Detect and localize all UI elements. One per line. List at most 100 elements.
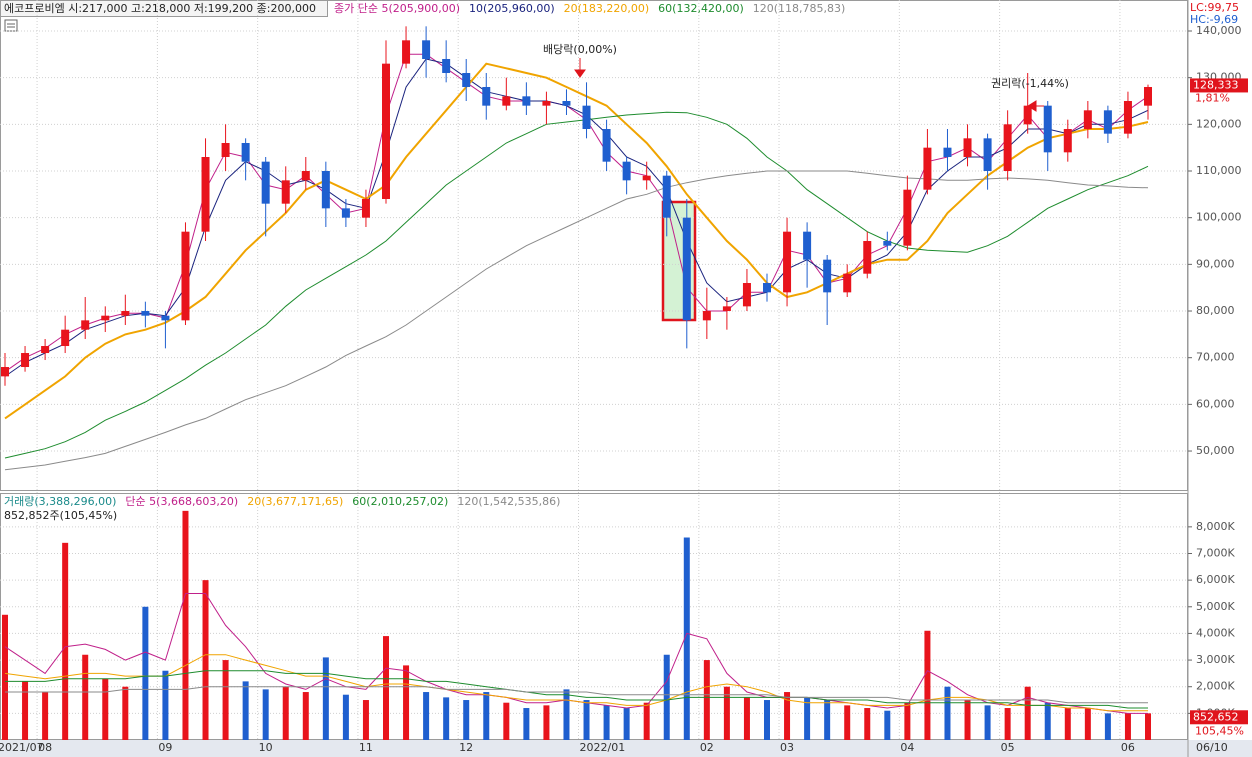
volume-bar (423, 692, 430, 740)
y-tick-label: 70,000 (1196, 351, 1235, 364)
moving-average-line (4, 111, 1149, 459)
candle-body (382, 63, 390, 200)
annotation: 권리락(-1,44%) (991, 77, 1069, 90)
candle-body (241, 143, 250, 162)
candle-body (522, 96, 531, 106)
candle-body (562, 100, 571, 106)
candle-body (21, 353, 30, 368)
hc-label: HC:-9,69 (1190, 13, 1238, 26)
volume-bar (443, 697, 450, 740)
volume-bar (884, 710, 891, 740)
volume-summary: 852,852주(105,45%) (4, 509, 117, 522)
last-volume-box (1190, 710, 1248, 725)
candle-body (923, 147, 932, 190)
candle-body (361, 199, 370, 218)
volume-bar (342, 694, 349, 740)
volume-bar (242, 681, 249, 740)
candle-body (602, 128, 611, 162)
volume-bar (22, 681, 29, 740)
volume-bar (984, 705, 991, 740)
y-tick-label: 5,000K (1196, 600, 1235, 613)
x-tick-label: 05 (1001, 741, 1015, 754)
volume-bar (222, 660, 229, 740)
volume-bar (282, 686, 289, 740)
volume-bar (723, 686, 730, 740)
y-tick-label: 4,000K (1196, 626, 1235, 639)
moving-average-line (4, 53, 1149, 373)
volume-bar (383, 636, 389, 740)
candle-body (803, 231, 812, 260)
menu-icon[interactable] (4, 19, 18, 32)
volume-bar (844, 705, 851, 740)
candle-body (1063, 128, 1072, 153)
volume-bar (122, 686, 129, 740)
candle-body (963, 138, 972, 158)
volume-bar (463, 700, 470, 740)
volume-average-line (5, 670, 1148, 709)
volume-bar (483, 692, 490, 740)
volume-bar (102, 678, 109, 740)
candle-body (221, 143, 230, 158)
legend-entry: 단순 5(3,668,603,20) (125, 495, 238, 508)
candle-body (783, 231, 792, 293)
candle-body (281, 180, 290, 204)
volume-bar (904, 702, 911, 740)
candle-body (261, 161, 270, 204)
x-tick-label: 09 (158, 741, 172, 754)
y-tick-label: 110,000 (1196, 164, 1242, 177)
y-tick-label: 50,000 (1196, 444, 1235, 457)
volume-bar (1084, 708, 1091, 740)
volume-bar (302, 692, 309, 740)
volume-bar (1004, 708, 1011, 740)
last-price-change: 1,81% (1195, 91, 1230, 104)
x-tick-label: 06 (1121, 741, 1135, 754)
candle-body (983, 138, 992, 172)
y-tick-label: 6,000K (1196, 573, 1235, 586)
x-tick-label: 04 (900, 741, 914, 754)
legend-entry: 20(183,220,00) (564, 2, 650, 15)
candle-body (742, 283, 751, 307)
lc-label: LC:99,75 (1190, 1, 1239, 14)
candle-body (121, 311, 130, 316)
volume-bar (2, 614, 8, 740)
candle-body (422, 40, 431, 59)
legend-entry: 120(1,542,535,86) (457, 495, 560, 508)
volume-bar (663, 654, 670, 740)
candle-body (1083, 110, 1092, 129)
candle-body (582, 105, 591, 129)
y-tick-label: 7,000K (1196, 546, 1235, 559)
candle-body (502, 96, 511, 106)
moving-average-line (4, 170, 1149, 471)
volume-bar (924, 630, 931, 740)
candle-body (622, 161, 631, 181)
volume-average-line (4, 654, 1148, 712)
y-tick-label: 120,000 (1196, 117, 1242, 130)
candle-body (482, 86, 491, 106)
legend-entry: 거래량(3,388,296,00) (4, 495, 116, 508)
y-tick-label: 2,000K (1196, 680, 1235, 693)
candle-body (943, 147, 952, 158)
volume-bar (804, 697, 811, 740)
y-tick-label: 80,000 (1196, 304, 1235, 317)
candle-body (1123, 100, 1132, 134)
legend-entry: 20(3,677,171,65) (247, 495, 343, 508)
volume-bar (864, 708, 871, 740)
candle-body (823, 259, 832, 293)
volume-average-line (5, 686, 1148, 704)
volume-bar (1104, 713, 1111, 740)
candle-body (141, 311, 150, 316)
candle-body (1003, 124, 1012, 172)
title-box (0, 0, 328, 17)
last-price-box (1190, 78, 1248, 93)
candle-body (1144, 86, 1152, 106)
candle-body (161, 315, 170, 321)
candle-body (402, 40, 411, 64)
x-tick-label: 11 (359, 741, 373, 754)
volume-bar (543, 705, 550, 740)
volume-bar (703, 660, 710, 740)
volume-bar (643, 702, 650, 740)
candle-body (662, 175, 671, 218)
volume-bar (142, 606, 149, 740)
